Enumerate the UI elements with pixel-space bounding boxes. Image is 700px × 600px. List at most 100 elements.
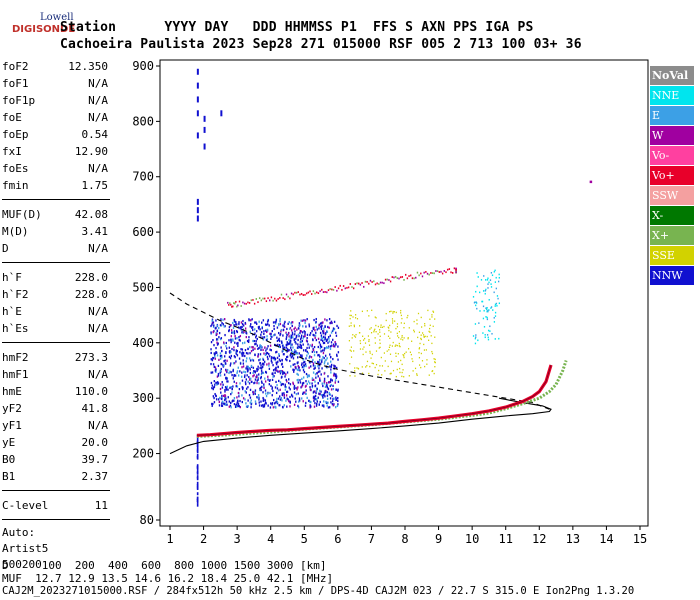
- scatter-point: [236, 396, 238, 399]
- scatter-point: [289, 327, 291, 330]
- scatter-point: [426, 363, 428, 365]
- scatter-point: [286, 334, 288, 337]
- scatter-point: [395, 375, 397, 378]
- scatter-point: [250, 406, 252, 409]
- scatter-point: [398, 330, 401, 333]
- scatter-point: [398, 336, 400, 339]
- scatter-point: [318, 403, 320, 406]
- scatter-point: [264, 323, 267, 326]
- scatter-point: [375, 363, 378, 366]
- scatter-point: [260, 404, 263, 407]
- scatter-point: [308, 356, 310, 359]
- scatter-point: [226, 347, 228, 350]
- scatter-point: [298, 400, 300, 403]
- upper-trace-point: [415, 276, 417, 279]
- scatter-point: [247, 365, 249, 368]
- scatter-point: [282, 346, 284, 349]
- scatter-point: [293, 391, 296, 394]
- scatter-point: [473, 301, 476, 304]
- scatter-point: [308, 346, 310, 349]
- scatter-point: [232, 339, 234, 342]
- scatter-point: [494, 311, 497, 314]
- scatter-point: [349, 317, 351, 320]
- scatter-point: [288, 378, 290, 381]
- scatter-point: [272, 373, 274, 376]
- scatter-point: [312, 326, 314, 330]
- scatter-point: [431, 316, 433, 318]
- scatter-point: [399, 371, 401, 374]
- scatter-point: [311, 377, 314, 380]
- scatter-point: [213, 401, 216, 404]
- scatter-point: [421, 326, 423, 328]
- scatter-point: [488, 281, 490, 284]
- scatter-point: [235, 382, 238, 385]
- scatter-point: [397, 361, 400, 363]
- scatter-point: [401, 317, 403, 320]
- scatter-point: [369, 352, 371, 354]
- scatter-point: [489, 279, 492, 281]
- scatter-point: [259, 353, 262, 356]
- scatter-point: [221, 404, 224, 407]
- profile-dashed-line: [169, 292, 550, 410]
- scatter-point: [261, 381, 263, 385]
- upper-trace-point: [393, 276, 395, 279]
- scatter-point: [320, 325, 323, 329]
- scatter-point: [395, 327, 397, 330]
- scatter-point: [248, 357, 251, 360]
- scatter-point: [289, 405, 291, 408]
- scatter-point: [219, 396, 221, 399]
- param-label-clevel: C-level: [2, 499, 49, 512]
- param-label-yf1: yF1: [2, 419, 22, 432]
- scatter-point: [302, 392, 304, 396]
- scatter-point: [215, 350, 217, 354]
- scatter-point: [241, 342, 244, 345]
- x-tick-label: 2: [200, 532, 207, 546]
- scatter-point: [308, 323, 310, 326]
- scatter-point: [260, 364, 262, 367]
- scatter-point: [262, 365, 264, 368]
- scatter-point: [400, 312, 402, 314]
- scatter-point: [434, 361, 436, 364]
- scatter-point: [232, 362, 235, 365]
- scatter-point: [227, 396, 229, 399]
- scatter-point: [267, 404, 269, 407]
- scatter-point: [210, 362, 212, 366]
- scatter-point: [321, 349, 324, 352]
- scatter-point: [284, 320, 286, 324]
- param-value-foes: N/A: [88, 162, 108, 175]
- scatter-point: [273, 375, 275, 378]
- upper-trace-point: [309, 290, 311, 293]
- scatter-point: [420, 352, 422, 355]
- upper-trace-point: [411, 277, 414, 280]
- scatter-point: [314, 366, 316, 370]
- scatter-point: [388, 349, 390, 351]
- scatter-point: [486, 279, 489, 281]
- scatter-point: [426, 335, 428, 338]
- scatter-point: [266, 351, 269, 355]
- scatter-point: [237, 344, 239, 347]
- scatter-point: [401, 371, 403, 374]
- scatter-point: [224, 333, 226, 337]
- scatter-point: [250, 403, 252, 406]
- scatter-point: [254, 370, 256, 373]
- scatter-point: [400, 338, 402, 340]
- scatter-point: [281, 341, 283, 344]
- scatter-point: [379, 335, 381, 338]
- scatter-point: [490, 307, 492, 309]
- scatter-point: [322, 335, 325, 338]
- upper-trace-point: [401, 276, 404, 278]
- upper-trace-point: [237, 304, 239, 307]
- scatter-point: [329, 345, 332, 348]
- param-value-foep: 0.54: [81, 128, 109, 141]
- scatter-point: [322, 330, 325, 333]
- scatter-point: [249, 330, 251, 333]
- scatter-point: [361, 366, 363, 368]
- param-label-hf2: h`F2: [2, 288, 29, 301]
- scatter-point: [297, 365, 299, 368]
- upper-trace-point: [418, 274, 420, 277]
- legend-item-e: E: [650, 106, 694, 125]
- scatter-point: [271, 403, 273, 406]
- scatter-point: [267, 378, 269, 381]
- scatter-point: [429, 331, 431, 333]
- scatter-point: [236, 330, 239, 334]
